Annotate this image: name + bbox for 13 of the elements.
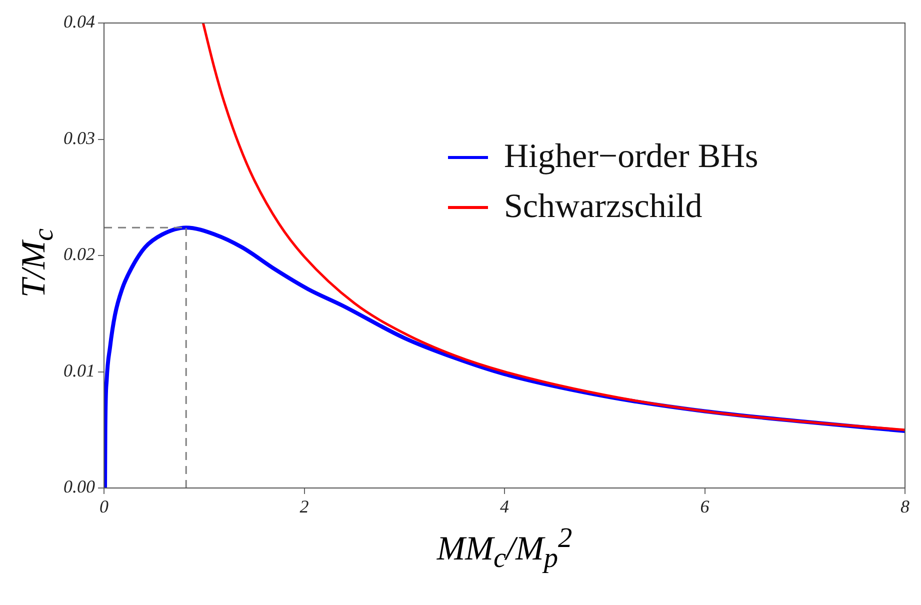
legend-label: Schwarzschild <box>504 188 702 226</box>
x-tick-label: 8 <box>900 496 910 517</box>
x-tick-label: 6 <box>700 496 710 517</box>
y-tick-label: 0.03 <box>64 128 95 148</box>
line-series <box>202 23 905 432</box>
x-tick-label: 0 <box>100 496 108 517</box>
y-tick-label: 0.02 <box>64 244 95 264</box>
legend-label: Higher−order BHs <box>504 138 758 176</box>
y-tick-label: 0.04 <box>64 12 95 32</box>
y-tick-label: 0.01 <box>64 360 95 380</box>
y-tick-label: 0.00 <box>64 476 95 497</box>
x-tick-label: 4 <box>500 496 509 517</box>
x-tick-label: 2 <box>300 496 309 517</box>
